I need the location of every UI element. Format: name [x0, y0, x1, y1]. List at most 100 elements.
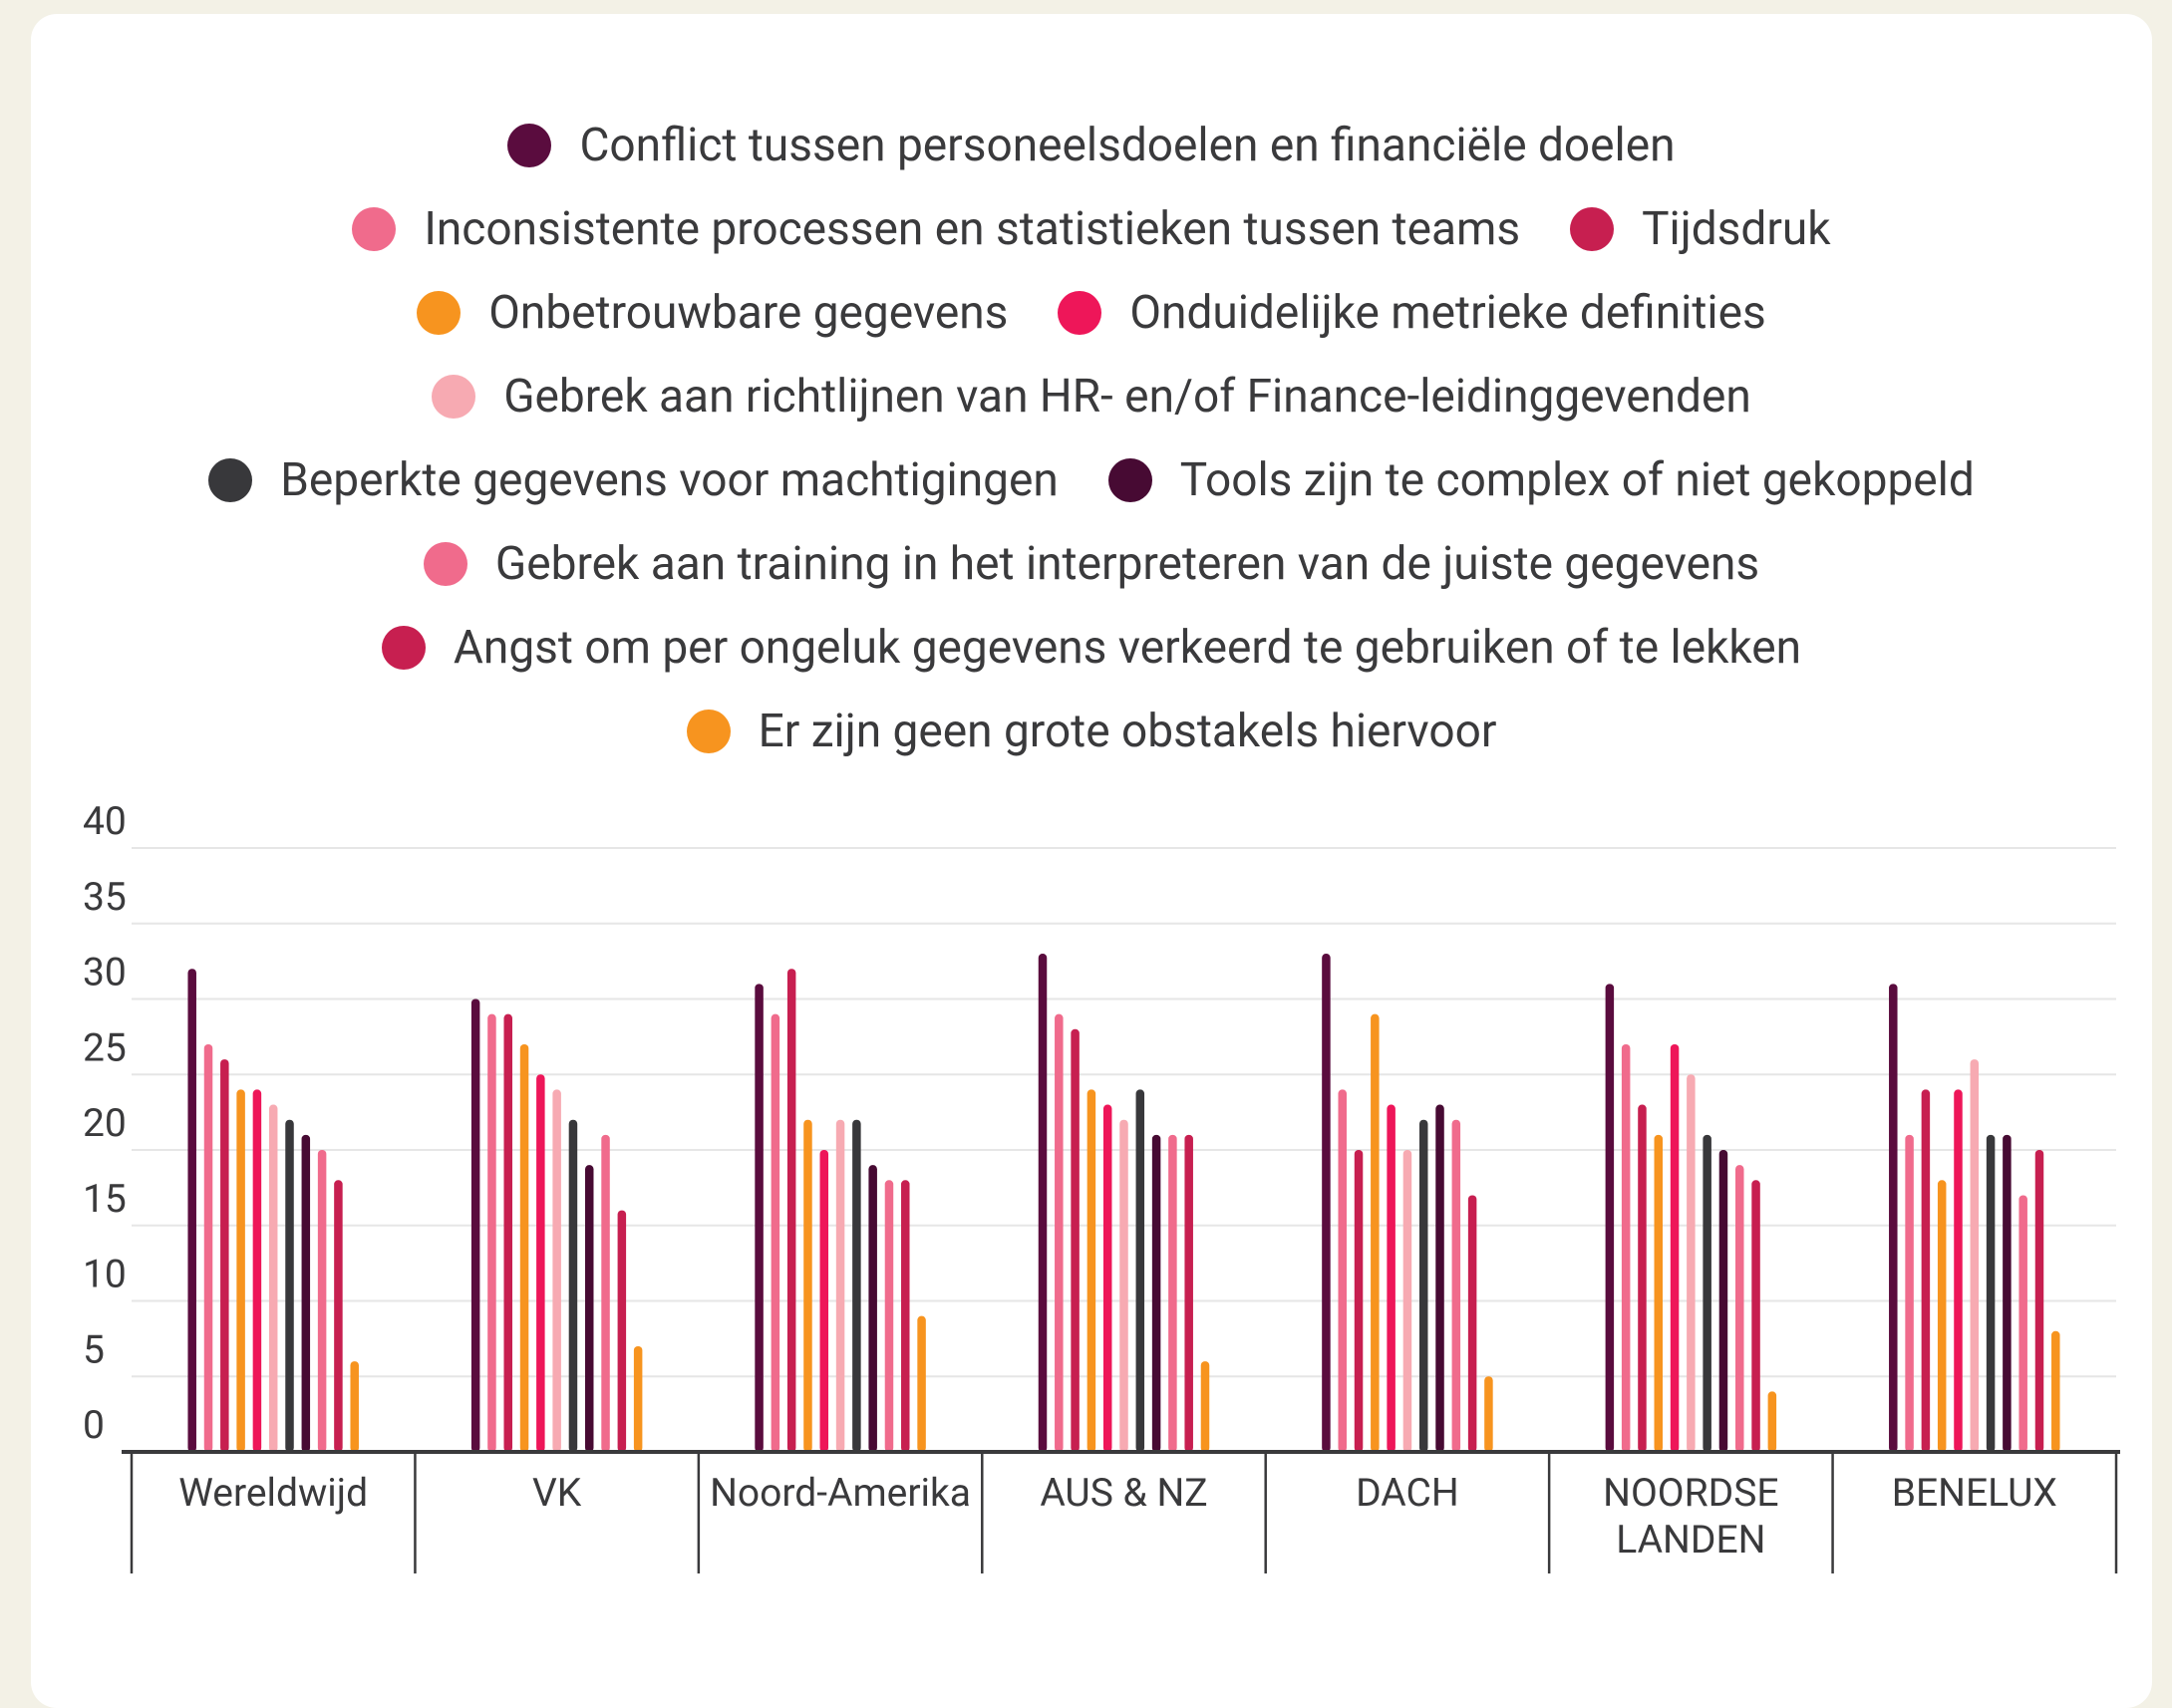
bar [220, 1059, 229, 1452]
bar [334, 1180, 343, 1452]
legend-item: Gebrek aan training in het interpreteren… [423, 537, 1760, 591]
card: Conflict tussen personeelsdoelen en fina… [31, 14, 2152, 1708]
legend-label: Gebrek aan richtlijnen van HR- en/of Fin… [503, 370, 1751, 424]
legend-label: Angst om per ongeluk gegevens verkeerd t… [453, 621, 1802, 675]
bar [1954, 1089, 1963, 1452]
bar [852, 1119, 861, 1452]
bar [1135, 1089, 1145, 1452]
bar [301, 1134, 311, 1452]
bar [1638, 1104, 1647, 1452]
bar [487, 1013, 496, 1452]
legend-swatch [417, 291, 462, 335]
x-tick-label: NOORDSE LANDEN [1603, 1470, 1779, 1563]
bar [536, 1074, 545, 1452]
y-tick-label: 25 [83, 1024, 127, 1070]
bar [786, 969, 796, 1452]
legend-swatch [381, 626, 426, 670]
bar [2018, 1195, 2027, 1452]
bar [252, 1089, 262, 1452]
legend-swatch [1058, 291, 1102, 335]
legend-label: Gebrek aan training in het interpreteren… [494, 537, 1760, 591]
legend-row: Gebrek aan richtlijnen van HR- en/of Fin… [31, 355, 2152, 438]
bar [552, 1089, 561, 1452]
y-tick-label: 20 [83, 1100, 127, 1146]
legend-item: Conflict tussen personeelsdoelen en fina… [507, 119, 1676, 172]
bar [236, 1089, 245, 1452]
legend-item: Tools zijn te complex of niet gekoppeld [1107, 453, 1975, 507]
bar [835, 1119, 845, 1452]
bar [503, 1013, 512, 1452]
bar [1484, 1376, 1493, 1452]
bar [1937, 1180, 1947, 1452]
bar [633, 1345, 643, 1452]
y-tick-label: 30 [83, 950, 127, 996]
bar [1371, 1013, 1380, 1452]
bar [1168, 1134, 1177, 1452]
legend-label: Onbetrouwbare gegevens [488, 286, 1009, 340]
bar [317, 1150, 327, 1452]
bar [1921, 1089, 1931, 1452]
legend-label: Tijdsdruk [1642, 202, 1831, 256]
legend-item: Inconsistente processen en statistieken … [352, 202, 1520, 256]
bar [1200, 1361, 1210, 1452]
legend-row: Er zijn geen grote obstakels hiervoor [31, 690, 2152, 773]
bar [1086, 1089, 1096, 1452]
bar [803, 1119, 812, 1452]
bar [884, 1180, 894, 1452]
bar [819, 1150, 829, 1452]
bar [617, 1210, 627, 1452]
legend-item: Gebrek aan richtlijnen van HR- en/of Fin… [432, 370, 1751, 424]
x-tick-label: VK [531, 1470, 582, 1516]
legend-label: Conflict tussen personeelsdoelen en fina… [579, 119, 1676, 172]
legend-row: Inconsistente processen en statistieken … [31, 187, 2152, 271]
bar [1387, 1104, 1396, 1452]
bar [1354, 1150, 1364, 1452]
bar [1071, 1028, 1080, 1452]
legend-swatch [423, 542, 467, 586]
legend-swatch [1570, 207, 1615, 251]
legend-swatch [507, 124, 552, 167]
legend-label: Er zijn geen grote obstakels hiervoor [758, 705, 1497, 758]
legend-swatch [208, 458, 253, 502]
legend-swatch [432, 375, 476, 419]
bar [1435, 1104, 1444, 1452]
bar [1751, 1180, 1760, 1452]
legend-label: Onduidelijke metrieke definities [1129, 286, 1766, 340]
legend-row: Beperkte gegevens voor machtigingen Tools… [31, 438, 2152, 522]
bar [470, 998, 480, 1452]
x-tick-label: Wereldwijd [178, 1470, 369, 1516]
bar [1605, 984, 1615, 1452]
bar [2034, 1150, 2044, 1452]
bar [203, 1043, 213, 1452]
bar [868, 1165, 877, 1452]
y-tick-label: 35 [83, 874, 127, 920]
legend-swatch [352, 207, 397, 251]
bar [1184, 1134, 1193, 1452]
legend-label: Inconsistente processen en statistieken … [424, 202, 1521, 256]
bar [1718, 1150, 1728, 1452]
bar [1905, 1134, 1914, 1452]
bar [1418, 1119, 1428, 1452]
bar [1151, 1134, 1161, 1452]
bar [1703, 1134, 1711, 1452]
legend-swatch [686, 710, 731, 753]
bar [1451, 1119, 1461, 1452]
bar [1338, 1089, 1347, 1452]
bar [568, 1119, 578, 1452]
legend-item: Beperkte gegevens voor machtigingen [208, 453, 1059, 507]
x-tick-label: DACH [1356, 1470, 1459, 1516]
legend-label: Tools zijn te complex of niet gekoppeld [1179, 453, 1975, 507]
bar [1670, 1043, 1680, 1452]
bar [601, 1134, 610, 1452]
legend-item: Onbetrouwbare gegevens [417, 286, 1008, 340]
legend-item: Onduidelijke metrieke definities [1058, 286, 1766, 340]
y-tick-label: 0 [83, 1402, 105, 1448]
bar [519, 1043, 529, 1452]
bar [1767, 1391, 1777, 1452]
bar [285, 1119, 294, 1452]
bar [1467, 1195, 1477, 1452]
bar [1322, 954, 1331, 1452]
chart: 0 5 10 15 20 25 30 35 40 [83, 798, 2120, 1573]
bar [901, 1180, 910, 1452]
y-tick-label: 15 [83, 1176, 127, 1222]
